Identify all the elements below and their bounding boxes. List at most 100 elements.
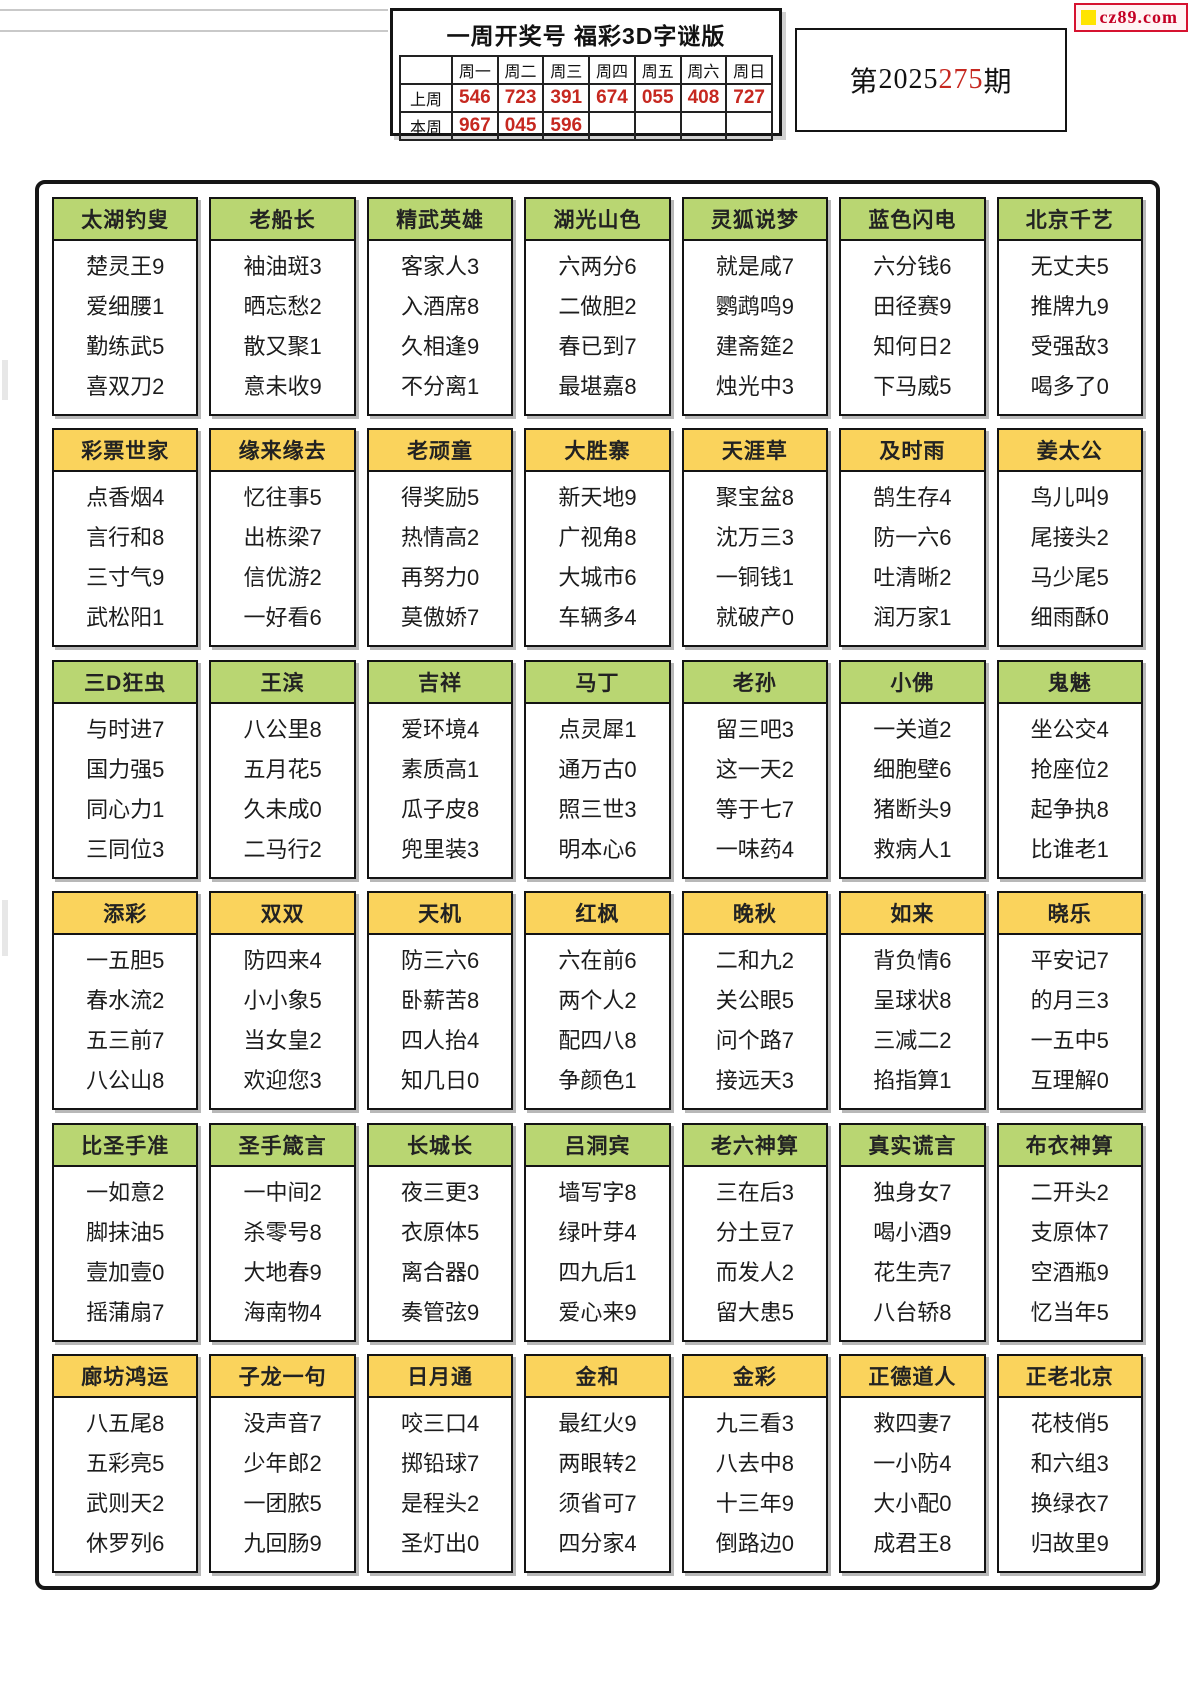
card-line: 海南物4 xyxy=(243,1299,322,1325)
card-title: 彩票世家 xyxy=(54,430,197,473)
card-line: 一好看6 xyxy=(243,605,322,631)
card-line: 成君王8 xyxy=(873,1530,952,1556)
card-line: 坐公交4 xyxy=(1030,716,1109,742)
card-line: 是程头2 xyxy=(400,1490,480,1516)
card-title: 姜太公 xyxy=(998,430,1141,473)
card-line: 意未收9 xyxy=(243,374,322,399)
card-body: 聚宝盆8 沈万三3 一铜钱1 就破产0 xyxy=(684,472,826,645)
card-line: 明本心6 xyxy=(558,836,637,862)
card-line: 兜里装3 xyxy=(400,836,480,862)
card-body: 二和九2 关公眼5 问个路7 接远天3 xyxy=(684,935,826,1108)
week-result-cell xyxy=(681,113,728,141)
card-body: 点香烟4 言行和8 三寸气9 武松阳1 xyxy=(54,472,196,645)
card-row: 廊坊鸿运 八五尾8 五彩亮5 武则天2 休罗列6 子龙一句 没声音7 少年郎2 一团脓5 九回肠9… xyxy=(52,1353,1143,1573)
week-results-panel: 一周开奖号 福彩3D字谜版 周一 周二 周三 周四 周五 周六 周日 上周 546 723 391 6… xyxy=(390,8,782,141)
card-line: 热情高2 xyxy=(400,525,480,551)
card-line: 奏管弦9 xyxy=(400,1299,480,1325)
card-title: 长城长 xyxy=(368,1124,512,1167)
issue-prefix: 第 xyxy=(849,67,879,98)
card-title: 老船长 xyxy=(211,199,354,241)
card-body: 六两分6 二做胆2 春已到7 最堪嘉8 xyxy=(526,241,668,414)
card-line: 须省可7 xyxy=(558,1490,637,1516)
site-logo[interactable]: cz89.com xyxy=(1073,3,1188,32)
card-line: 没声音7 xyxy=(243,1410,322,1436)
card-line: 最堪嘉8 xyxy=(558,374,637,399)
card-line: 分土豆7 xyxy=(715,1219,795,1245)
card-title: 老六神算 xyxy=(683,1124,827,1167)
card-body: 爱环境4 素质高1 瓜子皮8 兜里装3 xyxy=(369,704,511,877)
card-line: 三同位3 xyxy=(86,836,165,862)
card-body: 留三吧3 这一天2 等于七7 一味药4 xyxy=(684,704,826,877)
card-title: 吕洞宾 xyxy=(526,1124,669,1167)
card-title: 子龙一句 xyxy=(211,1355,354,1398)
card-body: 一关道2 细胞壁6 猪断头9 救病人1 xyxy=(841,704,983,877)
card-line: 通万古0 xyxy=(558,756,637,782)
riddle-card: 真实谎言 独身女7 喝小酒9 花生壳7 八台轿8 xyxy=(839,1122,986,1342)
card-body: 防四来4 小小象5 当女皇2 欢迎您3 xyxy=(211,935,353,1108)
card-line: 这一天2 xyxy=(715,756,795,782)
card-line: 二开头2 xyxy=(1030,1179,1109,1205)
card-line: 沈万三3 xyxy=(715,525,795,551)
week-result-cell: 596 xyxy=(544,113,591,141)
card-title: 鬼魅 xyxy=(998,661,1141,704)
card-body: 夜三更3 衣原体5 离合器0 奏管弦9 xyxy=(369,1167,511,1340)
card-body: 背负情6 呈球状8 三减二2 掐指算1 xyxy=(841,935,983,1108)
card-body: 最红火9 两眼转2 须省可7 四分家4 xyxy=(526,1398,668,1571)
card-line: 的月三3 xyxy=(1030,988,1109,1014)
card-line: 抢座位2 xyxy=(1030,756,1109,782)
card-line: 小小象5 xyxy=(243,988,322,1014)
card-body: 没声音7 少年郎2 一团脓5 九回肠9 xyxy=(211,1398,353,1571)
card-line: 喝小酒9 xyxy=(873,1219,952,1245)
card-line: 防三六6 xyxy=(400,948,480,974)
card-line: 互理解0 xyxy=(1030,1068,1109,1094)
card-line: 莫傲娇7 xyxy=(400,605,480,631)
card-line: 一关道2 xyxy=(873,716,952,742)
card-line: 春水流2 xyxy=(86,988,165,1014)
card-row: 添彩 一五胆5 春水流2 五三前7 八公山8 双双 防四来4 小小象5 当女皇2 欢迎您3 天机 防三… xyxy=(52,891,1143,1111)
card-row: 三D狂虫 与时进7 国力强5 同心力1 三同位3 王滨 八公里8 五月花5 久未成0 二马行2 吉祥… xyxy=(52,659,1143,879)
card-line: 休罗列6 xyxy=(86,1530,165,1556)
scan-artifact-line xyxy=(0,30,388,32)
card-line: 防四来4 xyxy=(243,948,322,974)
card-line: 夜三更3 xyxy=(400,1179,480,1205)
card-line: 空酒瓶9 xyxy=(1030,1259,1109,1285)
card-title: 大胜寨 xyxy=(526,430,669,473)
card-line: 衣原体5 xyxy=(400,1219,480,1245)
riddle-card: 晚秋 二和九2 关公眼5 问个路7 接远天3 xyxy=(681,891,829,1111)
card-line: 下马威5 xyxy=(873,374,952,399)
week-result-cell: 967 xyxy=(453,113,499,141)
card-line: 知几日0 xyxy=(400,1068,480,1094)
card-title: 灵狐说梦 xyxy=(683,199,827,241)
card-body: 鸟儿叫9 尾接头2 马少尾5 细雨酥0 xyxy=(999,472,1141,645)
card-line: 花生壳7 xyxy=(873,1259,952,1285)
card-line: 平安记7 xyxy=(1030,948,1109,974)
riddle-card: 蓝色闪电 六分钱6 田径赛9 知何日2 下马威5 xyxy=(839,197,986,416)
riddle-card: 长城长 夜三更3 衣原体5 离合器0 奏管弦9 xyxy=(366,1122,514,1342)
card-line: 摇蒲扇7 xyxy=(86,1299,165,1325)
card-title: 三D狂虫 xyxy=(54,661,197,704)
card-line: 咬三口4 xyxy=(400,1410,480,1436)
week-result-cell: 055 xyxy=(635,85,682,113)
card-line: 圣灯出0 xyxy=(400,1530,480,1556)
card-line: 二做胆2 xyxy=(558,294,637,319)
card-line: 推牌九9 xyxy=(1030,294,1109,319)
card-line: 四人抬4 xyxy=(400,1028,480,1054)
card-line: 九三看3 xyxy=(715,1410,795,1436)
card-body: 一中间2 杀零号8 大地春9 海南物4 xyxy=(211,1167,353,1340)
riddle-card: 大胜寨 新天地9 广视角8 大城市6 车辆多4 xyxy=(524,428,671,648)
riddle-card: 老顽童 得奖励5 热情高2 再努力0 莫傲娇7 xyxy=(366,428,514,648)
card-title: 缘来缘去 xyxy=(211,430,354,473)
card-title: 晓乐 xyxy=(998,893,1141,936)
card-line: 当女皇2 xyxy=(243,1028,322,1054)
week-result-cell: 727 xyxy=(727,85,773,113)
card-title: 如来 xyxy=(841,893,984,936)
card-body: 九三看3 八去中8 十三年9 倒路边0 xyxy=(684,1398,826,1571)
riddle-card: 马丁 点灵犀1 通万古0 照三世3 明本心6 xyxy=(524,659,671,879)
card-body: 楚灵王9 爱细腰1 勤练武5 喜双刀2 xyxy=(54,241,196,414)
card-body: 六在前6 两个人2 配四八8 争颜色1 xyxy=(526,935,668,1108)
card-line: 一中间2 xyxy=(243,1179,322,1205)
card-line: 鸟儿叫9 xyxy=(1030,485,1109,511)
card-line: 八公山8 xyxy=(86,1068,165,1094)
card-line: 细胞壁6 xyxy=(873,756,952,782)
card-line: 掷铅球7 xyxy=(400,1450,480,1476)
